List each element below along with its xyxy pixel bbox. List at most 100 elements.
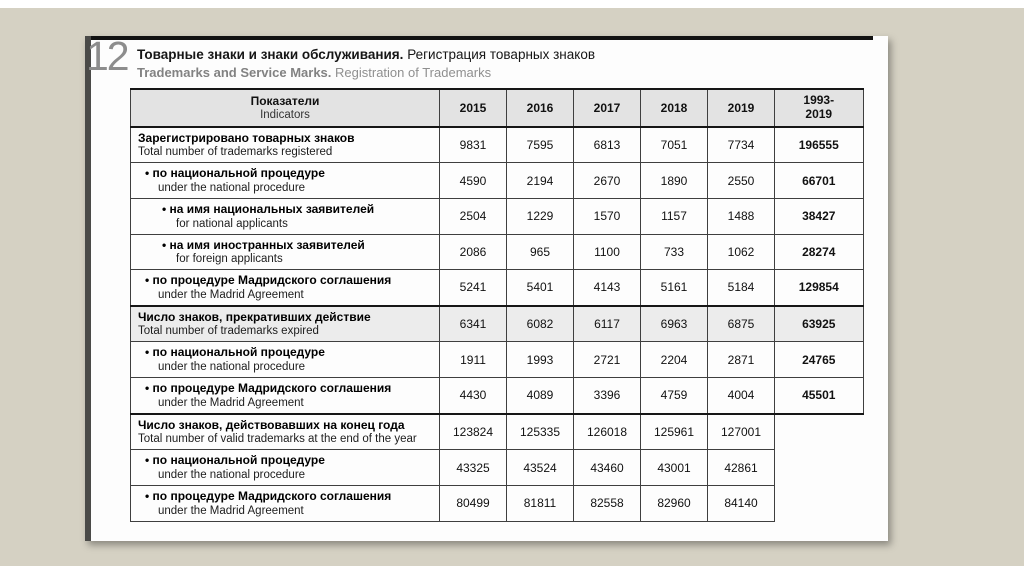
value-cell: 2204 xyxy=(640,341,708,379)
indicator-cell: • по национальной процедуре under the nat… xyxy=(130,341,440,379)
value-cell: 2194 xyxy=(506,162,574,199)
value-cell: 6875 xyxy=(707,304,775,343)
value-cell: 4759 xyxy=(640,377,708,415)
indicator-ru: Зарегистрировано товарных знаков xyxy=(138,130,355,145)
value-cell: 2871 xyxy=(707,341,775,379)
page-top-rule xyxy=(91,36,873,40)
header-year: 2015 xyxy=(439,88,507,128)
indicator-cell: • по процедуре Мадридского соглашения und… xyxy=(130,269,440,307)
value-cell: 81811 xyxy=(506,485,574,522)
indicator-cell: Зарегистрировано товарных знаков Total nu… xyxy=(130,125,440,164)
value-cell: 2086 xyxy=(439,233,507,271)
header-row: Показатели Indicators 2015 2016 2017 2018 2019… xyxy=(130,88,864,128)
title-russian-rest: Регистрация товарных знаков xyxy=(407,47,595,62)
total-value-cell: 28274 xyxy=(774,233,864,271)
total-value-cell: 66701 xyxy=(774,162,864,199)
value-cell: 9831 xyxy=(439,125,507,164)
indicator-en: Total number of trademarks expired xyxy=(138,325,319,338)
indicator-ru: • по процедуре Мадридского соглашения xyxy=(145,489,392,503)
value-cell: 5401 xyxy=(506,269,574,307)
value-cell: 7595 xyxy=(506,125,574,164)
value-cell: 123824 xyxy=(439,412,507,451)
header-year: 2016 xyxy=(506,88,574,128)
indicator-en: for national applicants xyxy=(176,217,288,230)
title-russian-bold: Товарные знаки и знаки обслуживания. xyxy=(137,47,404,62)
indicator-cell: • по процедуре Мадридского соглашения und… xyxy=(130,485,440,522)
value-cell: 2670 xyxy=(573,162,641,199)
total-value-cell: 196555 xyxy=(774,125,864,164)
indicator-ru: • по процедуре Мадридского соглашения xyxy=(145,273,392,288)
header-total-period: 1993-2019 xyxy=(774,88,864,128)
indicator-ru: Число знаков, прекративших действие xyxy=(138,309,371,324)
value-cell: 965 xyxy=(506,233,574,271)
table-row: • на имя национальных заявителей for nati… xyxy=(130,197,864,235)
value-cell: 4143 xyxy=(573,269,641,307)
value-cell: 1100 xyxy=(573,233,641,271)
value-cell: 125335 xyxy=(506,412,574,451)
indicator-en: under the national procedure xyxy=(158,361,306,374)
value-cell: 1911 xyxy=(439,341,507,379)
indicator-cell: • по национальной процедуре under the nat… xyxy=(130,449,440,486)
value-cell: 6341 xyxy=(439,304,507,343)
value-cell: 2550 xyxy=(707,162,775,199)
value-cell: 1229 xyxy=(506,197,574,235)
indicator-ru: • по национальной процедуре xyxy=(145,166,325,181)
value-cell: 7051 xyxy=(640,125,708,164)
header-indicators-ru: Показатели xyxy=(250,94,320,109)
value-cell: 84140 xyxy=(707,485,775,522)
indicator-cell: • по процедуре Мадридского соглашения und… xyxy=(130,377,440,415)
total-value-cell: 38427 xyxy=(774,197,864,235)
indicator-ru: • на имя национальных заявителей xyxy=(162,201,375,216)
value-cell: 4004 xyxy=(707,377,775,415)
document-page: 12 Товарные знаки и знаки обслуживания. … xyxy=(85,36,888,541)
table-row: • по национальной процедуре under the nat… xyxy=(130,449,864,486)
value-cell: 5241 xyxy=(439,269,507,307)
value-cell: 42861 xyxy=(707,449,775,486)
value-cell: 1157 xyxy=(640,197,708,235)
indicator-cell: Число знаков, прекративших действие Total… xyxy=(130,304,440,343)
table-row: • по национальной процедуре under the nat… xyxy=(130,341,864,379)
stats-table-head: Показатели Indicators 2015 2016 2017 2018 2019… xyxy=(130,88,864,128)
value-cell: 6963 xyxy=(640,304,708,343)
table-row: • по процедуре Мадридского соглашения und… xyxy=(130,485,864,522)
value-cell: 7734 xyxy=(707,125,775,164)
value-cell: 733 xyxy=(640,233,708,271)
indicator-en: under the national procedure xyxy=(158,468,306,481)
indicator-en: for foreign applicants xyxy=(176,253,283,266)
empty-total-cell xyxy=(775,450,864,486)
header-indicators-en: Indicators xyxy=(260,109,310,122)
table-row: Число знаков, действовавших на конец год… xyxy=(130,412,863,451)
value-cell: 82960 xyxy=(640,485,708,522)
table-row: • по процедуре Мадридского соглашения und… xyxy=(130,377,864,415)
indicator-ru: • по процедуре Мадридского соглашения xyxy=(145,381,392,396)
title-english-rest: Registration of Trademarks xyxy=(335,65,492,80)
empty-total-cell xyxy=(775,486,864,522)
value-cell: 43460 xyxy=(573,449,641,486)
value-cell: 43524 xyxy=(506,449,574,486)
indicator-en: Total number of valid trademarks at the … xyxy=(138,433,417,446)
stats-table-body: Зарегистрировано товарных знаков Total nu… xyxy=(130,125,864,522)
title-english: Trademarks and Service Marks. Registrati… xyxy=(137,65,595,80)
value-cell: 1570 xyxy=(573,197,641,235)
indicator-cell: • по национальной процедуре under the nat… xyxy=(130,162,440,199)
empty-total-cell xyxy=(774,412,863,450)
total-value-cell: 129854 xyxy=(774,269,864,307)
page-number: 12 xyxy=(86,33,130,79)
value-cell: 1488 xyxy=(707,197,775,235)
value-cell: 4430 xyxy=(439,377,507,415)
title-english-bold: Trademarks and Service Marks. xyxy=(137,65,332,80)
header-year: 2018 xyxy=(640,88,708,128)
header-total-period-label: 1993-2019 xyxy=(803,93,835,121)
value-cell: 6082 xyxy=(506,304,574,343)
indicator-ru: Число знаков, действовавших на конец год… xyxy=(138,417,405,432)
value-cell: 125961 xyxy=(640,412,708,451)
value-cell: 43325 xyxy=(439,449,507,486)
value-cell: 3396 xyxy=(573,377,641,415)
value-cell: 2721 xyxy=(573,341,641,379)
total-value-cell: 45501 xyxy=(774,377,864,415)
value-cell: 5161 xyxy=(640,269,708,307)
indicator-cell: • на имя иностранных заявителей for forei… xyxy=(130,233,440,271)
page-title: Товарные знаки и знаки обслуживания. Рег… xyxy=(137,47,595,80)
header-year: 2019 xyxy=(707,88,775,128)
header-year: 2017 xyxy=(573,88,641,128)
